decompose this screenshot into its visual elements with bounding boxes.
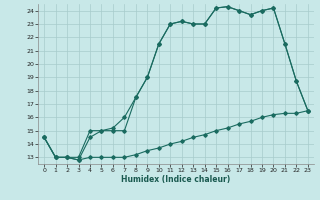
X-axis label: Humidex (Indice chaleur): Humidex (Indice chaleur) <box>121 175 231 184</box>
